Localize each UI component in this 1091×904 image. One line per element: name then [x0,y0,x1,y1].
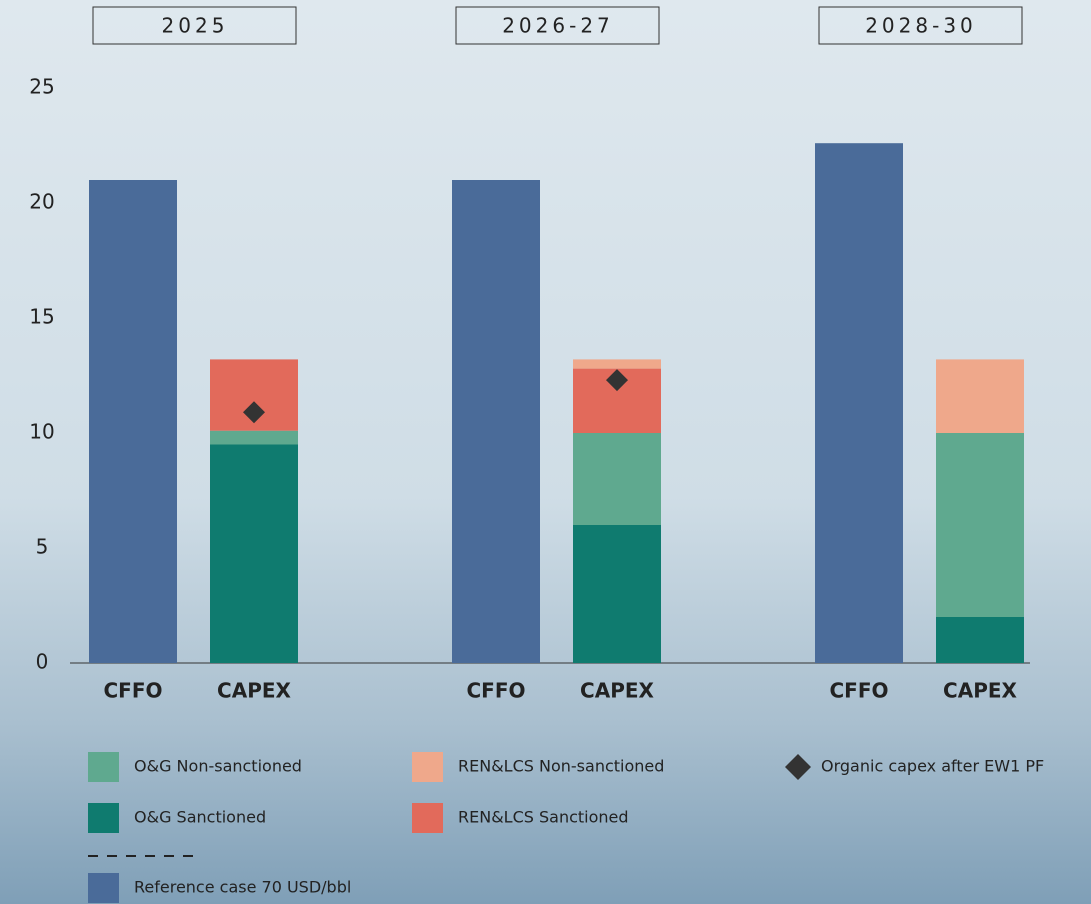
bar-segment [936,433,1024,617]
legend-swatch [88,803,119,833]
y-tick-label: 0 [36,650,49,674]
bar-segment [573,359,661,368]
legend-swatch [412,803,443,833]
legend-swatch [88,873,119,903]
page: 05101520252025CFFOCAPEX2026-27CFFOCAPEX2… [0,0,1091,904]
legend-label: O&G Sanctioned [134,808,266,827]
legend-swatch [88,752,119,782]
y-tick-label: 25 [29,75,54,99]
legend-marker [785,754,811,780]
legend-label: Organic capex after EW1 PF [821,757,1044,776]
bar-segment [573,525,661,663]
legend-label: REN&LCS Non-sanctioned [458,757,664,776]
x-tick-label: CFFO [103,679,162,703]
legend-swatch [412,752,443,782]
bar-segment [452,180,540,663]
y-tick-label: 15 [29,305,54,329]
x-tick-label: CFFO [466,679,525,703]
y-tick-label: 10 [29,420,54,444]
bar-segment [815,143,903,663]
x-tick-label: CAPEX [217,679,291,703]
y-tick-label: 5 [36,535,49,559]
bar-segment [89,180,177,663]
bar-segment [573,433,661,525]
group-label: 2025 [162,14,229,38]
bar-segment [210,445,298,664]
y-tick-label: 20 [29,190,54,214]
bar-segment [936,617,1024,663]
x-tick-label: CAPEX [943,679,1017,703]
x-tick-label: CFFO [829,679,888,703]
legend-label: Reference case 70 USD/bbl [134,878,351,897]
x-tick-label: CAPEX [580,679,654,703]
legend-label: O&G Non-sanctioned [134,757,302,776]
bar-segment [210,431,298,445]
legend-label: REN&LCS Sanctioned [458,808,629,827]
group-label: 2026-27 [502,14,614,38]
chart: 05101520252025CFFOCAPEX2026-27CFFOCAPEX2… [0,0,1091,904]
bar-segment [936,359,1024,433]
group-label: 2028-30 [865,14,977,38]
